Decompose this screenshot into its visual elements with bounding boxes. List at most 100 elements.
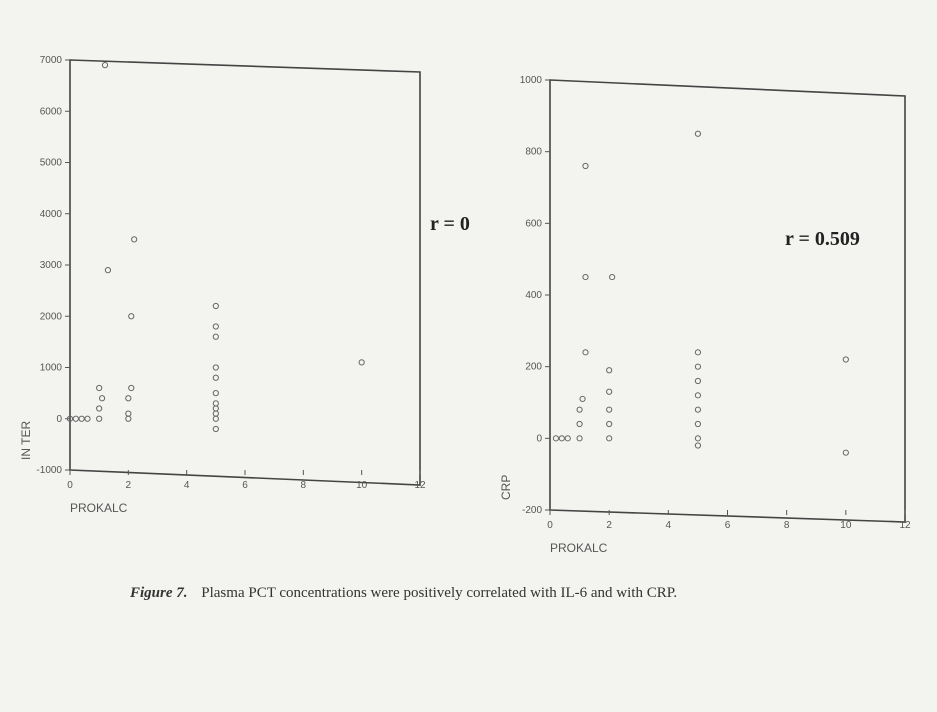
data-point: [78, 415, 85, 422]
data-point: [694, 442, 702, 449]
y-tick-label: 200: [525, 362, 542, 373]
y-tick-label: 1000: [520, 75, 543, 86]
data-point: [842, 356, 849, 363]
data-point: [582, 162, 589, 170]
data-point: [694, 349, 702, 356]
data-point: [606, 388, 613, 395]
data-point: [576, 406, 583, 413]
y-tick-label: 7000: [40, 55, 63, 66]
data-point: [125, 415, 132, 422]
data-point: [694, 420, 702, 428]
x-tick-label: 8: [301, 480, 307, 491]
x-tick-label: 0: [547, 520, 553, 531]
data-point: [212, 410, 219, 417]
plot-border: [69, 59, 421, 486]
data-point: [131, 236, 138, 243]
data-point: [582, 273, 589, 281]
data-point: [212, 405, 219, 412]
data-point: [212, 390, 219, 397]
caption-text: Plasma PCT concentrations were positivel…: [201, 585, 678, 601]
data-points: [66, 62, 365, 433]
y-tick-label: 0: [536, 433, 542, 444]
data-point: [576, 420, 583, 428]
x-tick-label: 10: [840, 520, 852, 531]
data-point: [96, 405, 103, 412]
x-axis-ticks: 0 2 4 6 8 10 12: [67, 470, 426, 491]
figure-number: Figure 7.: [130, 585, 188, 601]
data-point: [694, 435, 702, 442]
plot-frame: [549, 79, 906, 523]
data-point: [606, 420, 613, 428]
data-point: [98, 395, 106, 402]
y-axis-label: CRP: [499, 475, 513, 500]
data-point: [694, 377, 702, 385]
data-point: [66, 415, 74, 422]
x-tick-label: 6: [242, 480, 248, 491]
y-tick-label: 4000: [40, 209, 63, 220]
data-point: [125, 395, 132, 402]
data-point: [72, 415, 79, 422]
x-tick-label: 6: [725, 520, 731, 531]
data-point: [212, 374, 219, 381]
x-tick-label: 2: [126, 480, 132, 491]
plot-frame: [69, 59, 421, 486]
data-point: [128, 384, 135, 392]
data-point: [358, 359, 365, 366]
y-tick-label: -1000: [36, 465, 62, 476]
data-point: [694, 392, 702, 399]
x-tick-label: 4: [666, 520, 672, 531]
data-point: [558, 435, 565, 442]
y-tick-label: 5000: [40, 158, 63, 169]
y-axis-ticks: -200 0 200 400 600 800 1000: [520, 75, 550, 516]
x-tick-label: 8: [784, 520, 790, 531]
data-point: [212, 415, 219, 422]
x-tick-label: 10: [356, 480, 368, 491]
data-point: [128, 313, 135, 320]
data-point: [579, 395, 586, 403]
data-point: [606, 435, 613, 442]
data-point: [606, 367, 613, 374]
data-point: [212, 364, 219, 371]
y-tick-label: 400: [525, 290, 542, 301]
x-tick-label: 4: [184, 480, 190, 491]
y-tick-label: 1000: [40, 363, 63, 374]
data-point: [212, 302, 219, 310]
data-point: [694, 363, 702, 370]
x-tick-label: 0: [67, 480, 73, 491]
plot-border: [549, 79, 906, 523]
data-point: [104, 267, 112, 274]
y-tick-label: 3000: [40, 260, 63, 271]
data-point: [212, 425, 219, 433]
y-tick-label: 0: [56, 414, 62, 425]
data-point: [125, 410, 132, 417]
data-point: [212, 323, 219, 330]
x-tick-label: 12: [899, 520, 911, 531]
y-tick-label: 800: [525, 147, 542, 158]
x-tick-label: 12: [414, 480, 426, 491]
figure-caption: Figure 7. Plasma PCT concentrations were…: [130, 585, 810, 602]
y-tick-label: -200: [522, 505, 542, 516]
y-tick-label: 6000: [40, 106, 63, 117]
y-tick-label: 600: [525, 218, 542, 229]
x-axis-label: PROKALC: [550, 541, 608, 555]
data-point: [576, 435, 583, 442]
data-points: [552, 130, 849, 456]
data-point: [564, 435, 571, 442]
data-point: [212, 333, 219, 340]
chart-left-il6: -1000 0 1000 2000 3000 4000 5000 6000 7000 0 2 4 6 8…: [19, 55, 470, 515]
y-axis-ticks: -1000 0 1000 2000 3000 4000 5000 6000 7000: [36, 55, 70, 476]
correlation-annotation: r = 0.509: [785, 228, 860, 250]
data-point: [101, 62, 109, 69]
data-point: [842, 449, 849, 456]
data-point: [96, 384, 103, 392]
correlation-annotation: r = 0.504: [430, 213, 470, 235]
data-point: [582, 349, 589, 356]
x-axis-ticks: 0 2 4 6 8 10 12: [547, 510, 911, 531]
data-point: [694, 130, 702, 137]
data-point: [694, 406, 702, 413]
data-point: [96, 415, 103, 422]
data-point: [606, 406, 613, 413]
data-point: [212, 400, 219, 407]
x-axis-label: PROKALC: [70, 501, 128, 515]
